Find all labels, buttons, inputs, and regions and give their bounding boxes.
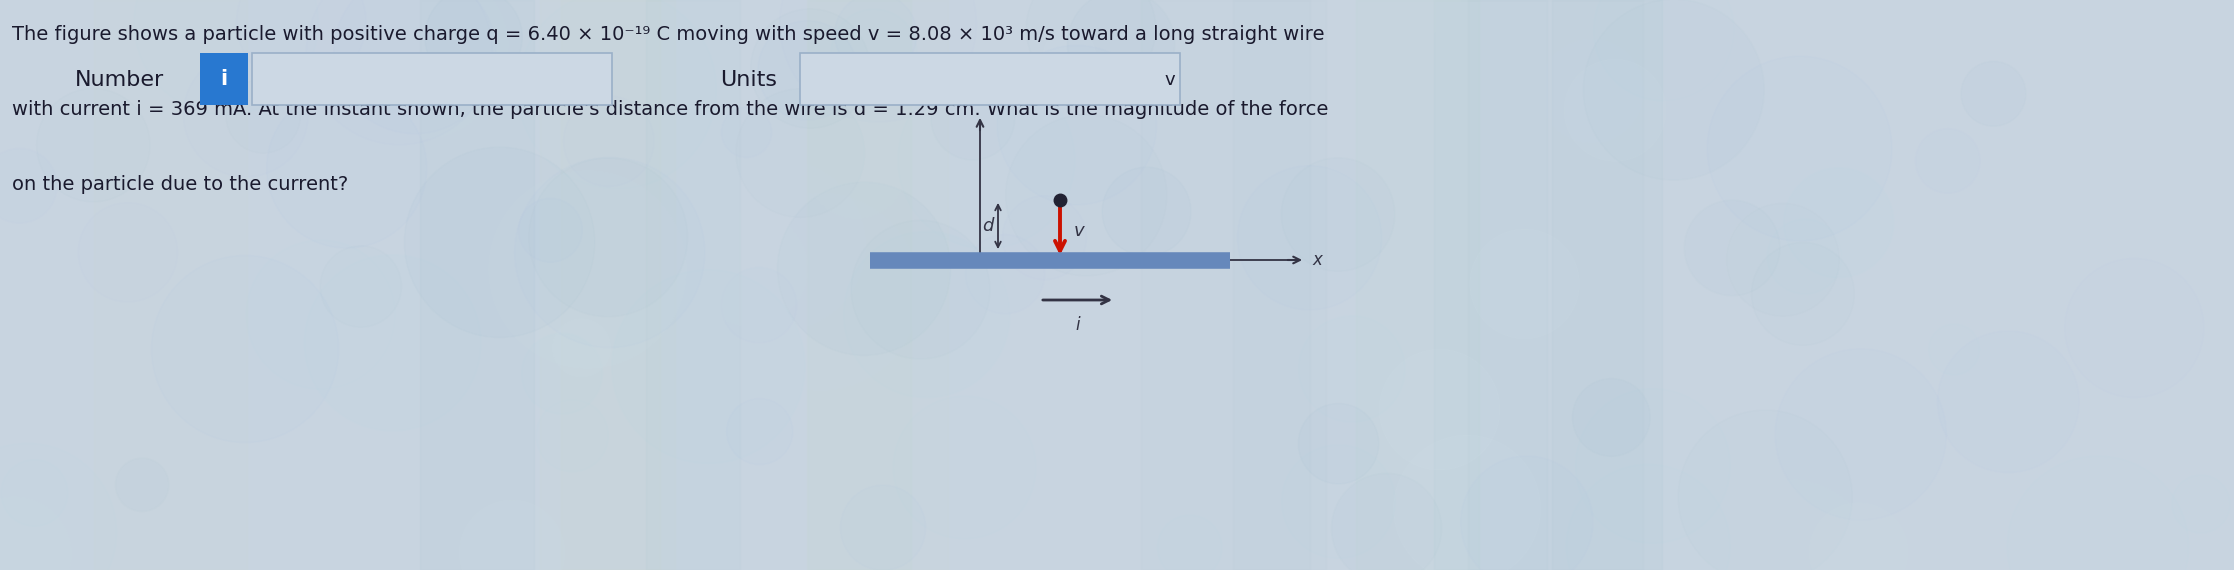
Bar [809,0,911,570]
Circle shape [840,485,925,570]
Circle shape [246,240,395,389]
Bar [646,0,739,570]
Text: v: v [1164,71,1175,89]
Circle shape [722,193,920,390]
Bar [1553,0,1662,570]
Circle shape [612,270,804,463]
FancyBboxPatch shape [201,53,248,105]
Circle shape [1238,166,1383,310]
Bar [1434,0,1546,570]
Circle shape [424,0,523,86]
FancyBboxPatch shape [252,53,612,105]
Bar [641,0,735,570]
Text: on the particle due to the current?: on the particle due to the current? [11,175,349,194]
Text: with current i = 369 mA. At the instant shown, the particle's distance from the : with current i = 369 mA. At the instant … [11,100,1329,119]
Bar [398,0,516,570]
Circle shape [722,107,771,157]
Text: Units: Units [719,70,777,90]
Circle shape [1298,316,1405,422]
Circle shape [1564,59,1667,161]
Circle shape [1575,389,1729,543]
Bar [626,0,755,570]
Bar [541,0,659,570]
Text: Number: Number [76,70,165,90]
Circle shape [695,160,865,331]
Circle shape [0,496,71,570]
Circle shape [304,255,480,431]
Circle shape [726,398,793,465]
Text: v: v [1075,222,1086,239]
Circle shape [404,147,594,337]
Circle shape [757,21,858,120]
Circle shape [0,443,116,570]
Bar [1356,0,1479,570]
Circle shape [518,0,717,189]
Circle shape [1298,404,1378,484]
Circle shape [152,255,340,442]
Circle shape [523,333,603,414]
Circle shape [529,158,688,317]
Circle shape [2095,180,2158,240]
Circle shape [241,23,297,78]
Circle shape [1434,519,1524,570]
Circle shape [116,458,170,511]
Circle shape [836,0,916,75]
Bar [561,0,675,570]
Circle shape [777,182,952,356]
Circle shape [460,500,565,570]
Bar [719,0,815,570]
Circle shape [1785,168,1894,278]
Circle shape [1850,486,1979,570]
Circle shape [1470,229,1579,339]
Circle shape [514,157,704,348]
Bar [420,0,534,570]
Circle shape [1394,435,1541,570]
Circle shape [1331,473,1441,570]
Circle shape [1157,515,1222,570]
Circle shape [518,198,583,262]
Circle shape [536,400,608,471]
Bar [1233,0,1325,570]
Circle shape [996,46,1157,205]
Circle shape [1331,360,1383,412]
Circle shape [1566,465,1729,570]
Circle shape [1282,158,1394,271]
Bar [1468,0,1642,570]
Circle shape [489,170,686,368]
Circle shape [1191,75,1381,266]
Text: d: d [983,217,994,235]
Circle shape [1573,378,1651,457]
Circle shape [552,319,610,377]
Circle shape [1101,167,1191,256]
Circle shape [1707,56,1892,241]
Circle shape [1539,39,1644,143]
Circle shape [1293,340,1474,520]
Text: i: i [221,69,228,89]
Circle shape [1043,29,1095,82]
Circle shape [2171,475,2230,533]
Bar [806,0,947,570]
Circle shape [1615,337,1711,432]
Bar [1142,0,1309,570]
Circle shape [1461,456,1593,570]
Text: i: i [1077,316,1081,334]
Circle shape [831,9,916,95]
Circle shape [266,88,427,248]
Circle shape [1584,0,1765,180]
Text: x: x [1311,251,1323,269]
Circle shape [1068,0,1175,98]
Circle shape [851,221,990,359]
Bar [1631,0,1722,570]
Bar [94,0,248,570]
Circle shape [1378,349,1499,470]
Text: The figure shows a particle with positive charge q = 6.40 × 10⁻¹⁹ C moving with : The figure shows a particle with positiv… [11,25,1325,44]
Circle shape [844,231,1010,398]
Circle shape [1961,62,2026,126]
Circle shape [1810,503,1908,570]
Text: y: y [974,85,985,103]
FancyBboxPatch shape [800,53,1180,105]
